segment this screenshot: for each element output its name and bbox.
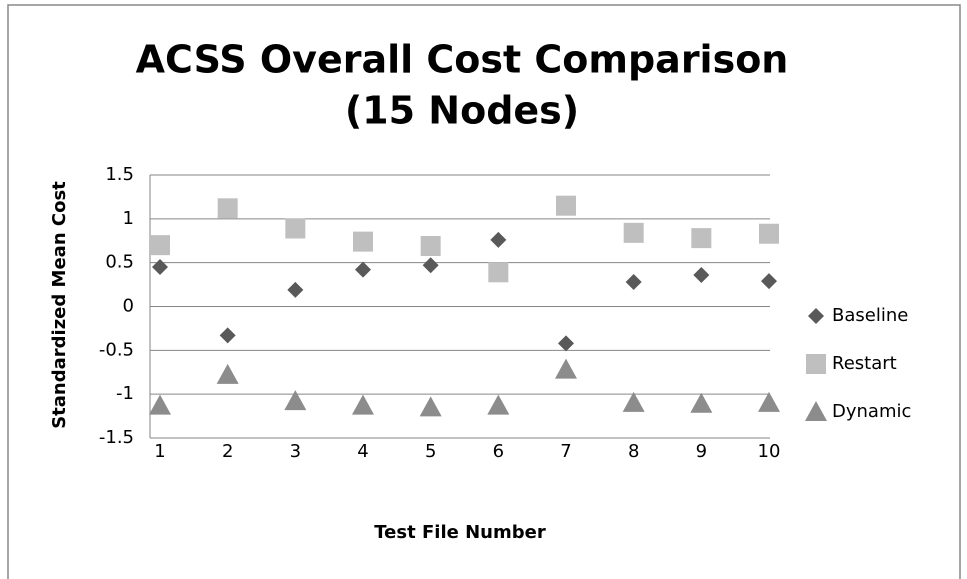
marker-square	[420, 236, 441, 257]
marker-triangle	[555, 358, 577, 379]
legend-label: Dynamic	[832, 401, 911, 422]
y-tick-label: -1.5	[99, 427, 134, 448]
legend-marker	[808, 308, 824, 324]
chart-title: (15 Nodes)	[345, 89, 579, 133]
y-tick-label: 0	[123, 296, 134, 317]
x-axis-title: Test File Number	[374, 522, 546, 543]
marker-diamond	[490, 231, 507, 248]
x-tick-label: 5	[425, 441, 436, 462]
marker-square	[353, 231, 373, 252]
marker-triangle	[487, 394, 510, 415]
marker-square	[217, 198, 238, 219]
marker-diamond	[287, 281, 304, 298]
x-tick-label: 8	[628, 441, 639, 462]
y-axis-title: Standardized Mean Cost	[49, 181, 70, 429]
legend-label: Restart	[832, 353, 897, 374]
x-tick-label: 9	[696, 441, 707, 462]
y-tick-label: 0.5	[105, 252, 134, 273]
y-tick-label: -1	[116, 383, 134, 404]
marker-square	[150, 235, 170, 256]
marker-triangle	[352, 394, 374, 415]
legend-label: Baseline	[832, 305, 908, 326]
y-tick-label: -0.5	[99, 339, 134, 360]
x-tick-label: 4	[357, 441, 368, 462]
marker-diamond	[355, 261, 371, 278]
marker-square	[556, 195, 576, 216]
marker-diamond	[625, 273, 642, 290]
chart-title: ACSS Overall Cost Comparison	[136, 38, 789, 82]
x-tick-label: 2	[222, 441, 233, 462]
marker-triangle	[758, 391, 780, 412]
marker-square	[488, 262, 509, 283]
marker-square	[691, 228, 712, 249]
marker-triangle	[690, 392, 713, 413]
legend-marker	[805, 401, 827, 421]
x-tick-label: 10	[758, 441, 781, 462]
marker-square	[285, 218, 306, 239]
marker-triangle	[216, 363, 239, 384]
marker-triangle	[622, 391, 645, 412]
marker-diamond	[761, 273, 777, 290]
y-tick-label: 1.5	[105, 164, 134, 185]
y-tick-label: 1	[123, 208, 134, 229]
legend-marker	[806, 354, 826, 374]
marker-diamond	[558, 335, 574, 352]
marker-square	[759, 223, 779, 244]
x-tick-label: 3	[290, 441, 301, 462]
marker-diamond	[152, 259, 168, 276]
marker-triangle	[419, 396, 442, 417]
marker-diamond	[219, 327, 236, 344]
marker-diamond	[422, 257, 439, 274]
x-tick-label: 7	[560, 441, 571, 462]
marker-diamond	[693, 266, 710, 283]
chart-frame	[7, 4, 961, 579]
x-tick-label: 6	[493, 441, 504, 462]
marker-triangle	[284, 390, 307, 411]
marker-square	[623, 222, 644, 243]
marker-triangle	[149, 394, 171, 415]
x-tick-label: 1	[154, 441, 165, 462]
